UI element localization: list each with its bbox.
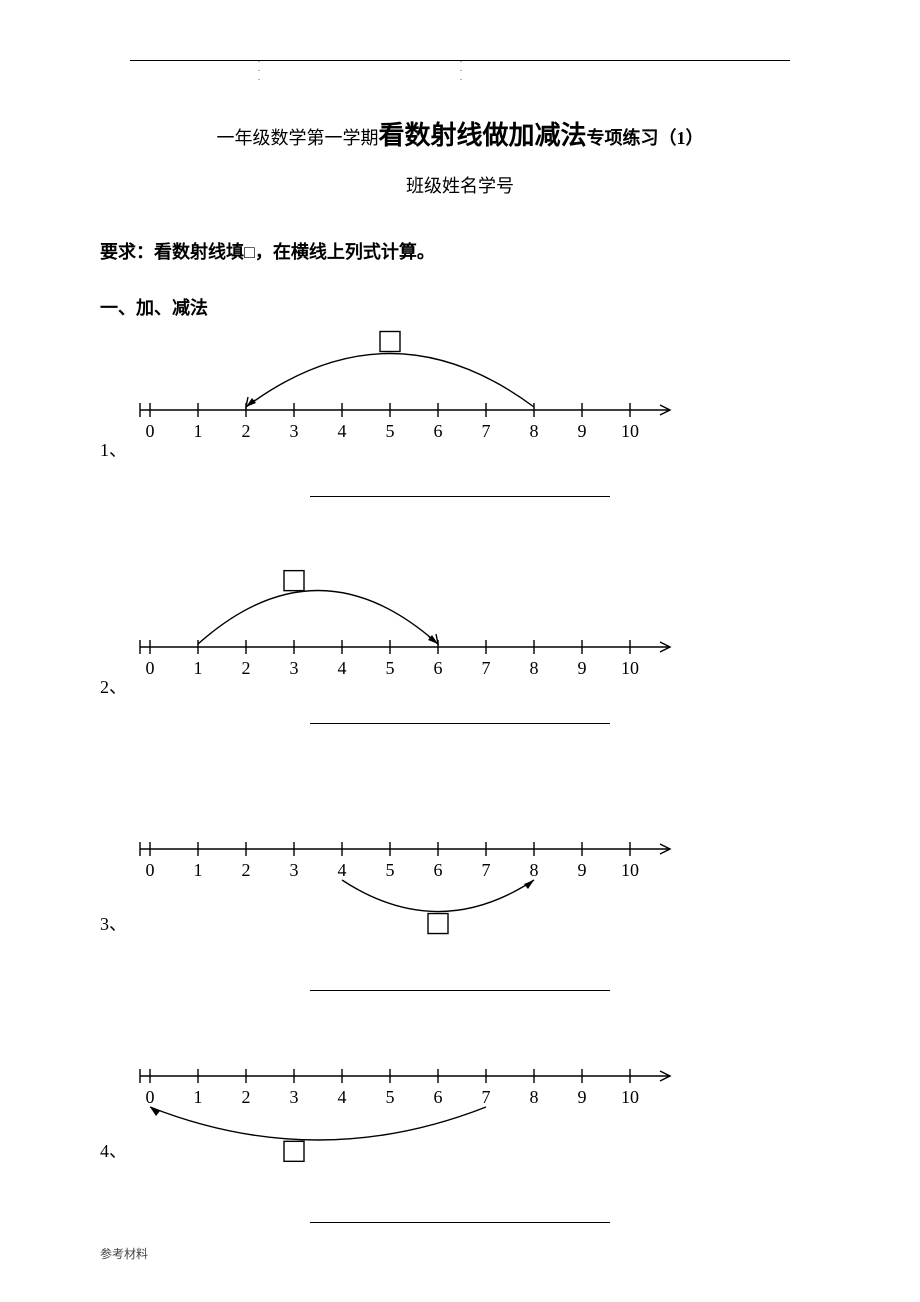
- svg-text:10: 10: [621, 421, 639, 441]
- svg-text:1: 1: [194, 860, 203, 880]
- svg-text:9: 9: [578, 1087, 587, 1107]
- svg-text:9: 9: [578, 421, 587, 441]
- svg-text:7: 7: [482, 1087, 491, 1107]
- svg-text:3: 3: [290, 860, 299, 880]
- svg-text:2: 2: [242, 421, 251, 441]
- svg-text:7: 7: [482, 421, 491, 441]
- svg-text:5: 5: [386, 1087, 395, 1107]
- svg-text:5: 5: [386, 658, 395, 678]
- svg-text:8: 8: [530, 1087, 539, 1107]
- svg-text:1: 1: [194, 421, 203, 441]
- svg-text:10: 10: [621, 860, 639, 880]
- problem: 3、 0 1 2 3 4 5 6 7 8 9 10: [100, 824, 820, 991]
- svg-text:4: 4: [338, 658, 347, 678]
- problem-row: 3、 0 1 2 3 4 5 6 7 8 9 10: [100, 824, 820, 944]
- worksheet-title: 一年级数学第一学期看数射线做加减法专项练习（1）: [100, 115, 820, 152]
- svg-text:5: 5: [386, 860, 395, 880]
- svg-text:3: 3: [290, 1087, 299, 1107]
- svg-text:10: 10: [621, 658, 639, 678]
- title-post: 专项练习（1）: [587, 128, 704, 148]
- subtitle: 班级姓名学号: [100, 172, 820, 198]
- svg-text:8: 8: [530, 860, 539, 880]
- requirement: 要求：看数射线填□，在横线上列式计算。: [100, 238, 820, 264]
- problem-number: 4、: [100, 1137, 130, 1171]
- svg-text:6: 6: [434, 421, 443, 441]
- svg-text:6: 6: [434, 658, 443, 678]
- svg-text:3: 3: [290, 421, 299, 441]
- problem: 2、 0 1 2 3 4 5 6 7 8 9 10: [100, 567, 820, 724]
- svg-text:3: 3: [290, 658, 299, 678]
- svg-text:5: 5: [386, 421, 395, 441]
- problem-number: 3、: [100, 910, 130, 944]
- problem-row: 1、 0 1 2 3 4 5 6 7 8 9 10: [100, 330, 820, 470]
- svg-text:2: 2: [242, 658, 251, 678]
- svg-text:9: 9: [578, 860, 587, 880]
- problem-row: 4、 0 1 2 3 4 5 6 7 8 9 10: [100, 1051, 820, 1171]
- svg-text:2: 2: [242, 1087, 251, 1107]
- problem-number: 2、: [100, 673, 130, 707]
- svg-text:4: 4: [338, 860, 347, 880]
- top-rule: [130, 60, 790, 61]
- svg-text:10: 10: [621, 1087, 639, 1107]
- svg-text:7: 7: [482, 860, 491, 880]
- section-heading: 一、加、减法: [100, 294, 820, 320]
- svg-text:0: 0: [146, 421, 155, 441]
- svg-text:2: 2: [242, 860, 251, 880]
- problem: 4、 0 1 2 3 4 5 6 7 8 9 10: [100, 1051, 820, 1223]
- problem-row: 2、 0 1 2 3 4 5 6 7 8 9 10: [100, 567, 820, 707]
- svg-text:1: 1: [194, 658, 203, 678]
- problem-number: 1、: [100, 436, 130, 470]
- svg-text:8: 8: [530, 658, 539, 678]
- svg-text:7: 7: [482, 658, 491, 678]
- svg-text:4: 4: [338, 1087, 347, 1107]
- number-line: 0 1 2 3 4 5 6 7 8 9 10: [130, 567, 820, 707]
- svg-text:6: 6: [434, 860, 443, 880]
- problems-container: 1、0123456789102、0123456789103、0123456789…: [100, 330, 820, 1223]
- svg-text:8: 8: [530, 421, 539, 441]
- svg-text:9: 9: [578, 658, 587, 678]
- page: .. .. .. 一年级数学第一学期看数射线做加减法专项练习（1） 班级姓名学号…: [0, 0, 920, 1302]
- number-line: 0 1 2 3 4 5 6 7 8 9 10: [130, 824, 820, 944]
- answer-blank: [310, 722, 610, 724]
- svg-text:6: 6: [434, 1087, 443, 1107]
- title-pre: 一年级数学第一学期: [216, 128, 378, 148]
- answer-blank: [310, 1221, 610, 1223]
- svg-text:0: 0: [146, 658, 155, 678]
- number-line: 0 1 2 3 4 5 6 7 8 9 10: [130, 330, 820, 470]
- svg-text:1: 1: [194, 1087, 203, 1107]
- svg-text:0: 0: [146, 860, 155, 880]
- problem: 1、 0 1 2 3 4 5 6 7 8 9 10: [100, 330, 820, 497]
- answer-blank: [310, 495, 610, 497]
- title-big: 看数射线做加减法: [378, 121, 586, 150]
- number-line: 0 1 2 3 4 5 6 7 8 9 10: [130, 1051, 820, 1171]
- svg-text:4: 4: [338, 421, 347, 441]
- footer-text: 参考材料: [100, 1245, 148, 1262]
- answer-blank: [310, 989, 610, 991]
- svg-text:0: 0: [146, 1087, 155, 1107]
